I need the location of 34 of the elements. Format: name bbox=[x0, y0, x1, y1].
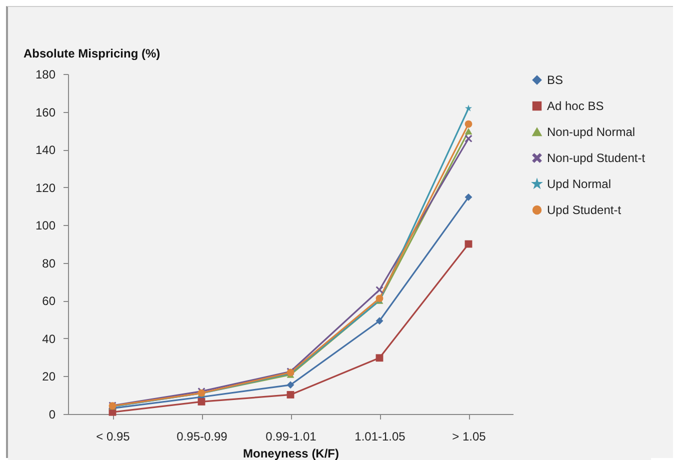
legend-label: BS bbox=[547, 73, 564, 87]
y-axis-title: Absolute Mispricing (%) bbox=[24, 46, 160, 60]
point bbox=[464, 134, 472, 142]
legend-label: Non-upd Normal bbox=[547, 125, 636, 139]
x-tick-label: > 1.05 bbox=[452, 430, 486, 444]
point bbox=[286, 391, 294, 398]
y-tick-label: 120 bbox=[35, 180, 56, 195]
point bbox=[376, 354, 384, 362]
x-tick-label: 1.01-1.05 bbox=[354, 430, 406, 444]
y-tick-label: 20 bbox=[42, 370, 56, 384]
point bbox=[376, 317, 384, 325]
legend-label: Upd Student-t bbox=[547, 203, 622, 217]
point bbox=[376, 286, 384, 294]
y-tick-label: 40 bbox=[42, 332, 56, 346]
point bbox=[464, 104, 472, 112]
y-tick-label: 180 bbox=[35, 68, 56, 82]
x-tick-label: 0.95-0.99 bbox=[176, 430, 228, 444]
y-tick-label: 140 bbox=[35, 143, 56, 158]
x-tick-label: 0.99-1.01 bbox=[266, 430, 317, 444]
y-tick-label: 0 bbox=[48, 408, 56, 422]
point bbox=[198, 398, 206, 406]
point bbox=[464, 193, 472, 201]
y-tick-label: 60 bbox=[42, 294, 56, 308]
y-tick-label: 80 bbox=[42, 256, 56, 270]
point bbox=[464, 128, 472, 134]
legend-label: Non-upd Student-t bbox=[547, 151, 646, 165]
point bbox=[286, 381, 294, 389]
y-tick-label: 160 bbox=[35, 105, 56, 120]
legend-label: Upd Normal bbox=[547, 177, 612, 191]
x-tick-label: < 0.95 bbox=[96, 430, 130, 444]
y-tick-label: 100 bbox=[35, 218, 56, 233]
point bbox=[464, 120, 472, 128]
legend-label: Ad hoc BS bbox=[547, 99, 604, 113]
x-axis-title: Moneyness (K/F) bbox=[242, 446, 340, 460]
